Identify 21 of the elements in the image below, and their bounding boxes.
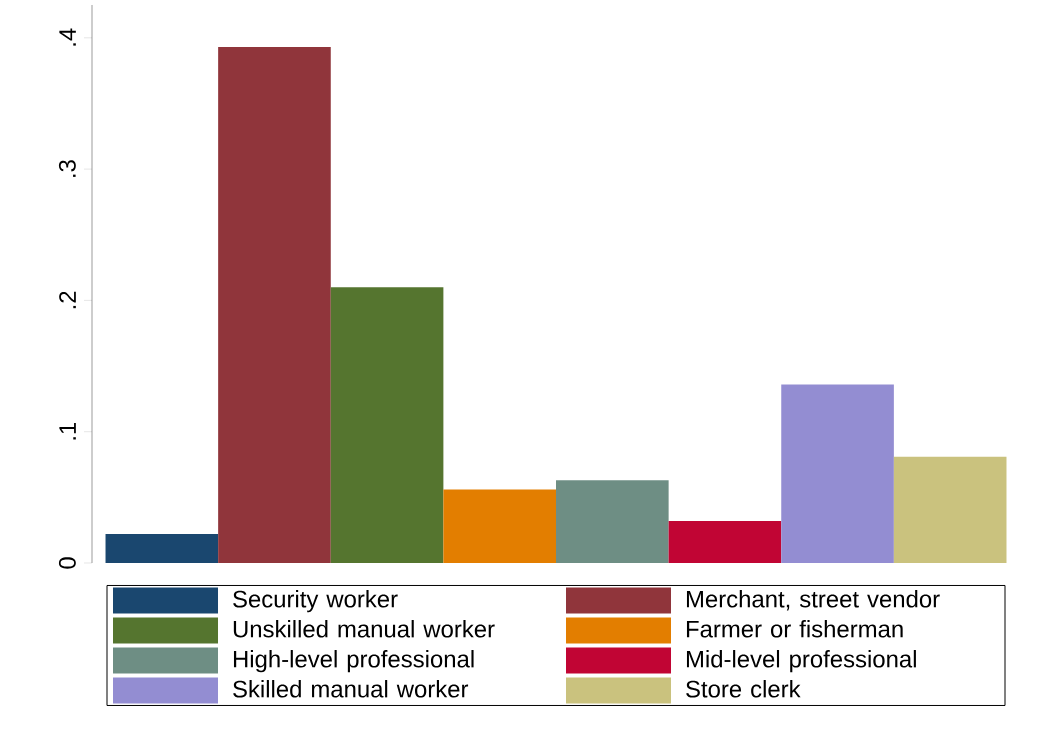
legend-label: Store clerk [686,680,801,698]
legend-label: Unskilled manual worker [233,620,495,638]
bar [330,287,444,563]
legend-label: Farmer or fisherman [686,620,903,638]
bar [893,456,1007,563]
y-tick-label: .2 [59,291,76,309]
bar [556,480,669,563]
y-tick-label: .4 [59,28,76,46]
bar [668,520,782,563]
legend-label: High-level professional [233,650,474,673]
bar [218,47,331,563]
legend-label: Mid-level professional [686,650,916,673]
legend-label: Merchant, street vendor [686,590,940,611]
legend-label: Skilled manual worker [233,680,469,698]
bar [105,534,219,563]
y-tick-label: .1 [59,422,76,440]
legend-label: Security worker [233,590,398,613]
bar [443,489,557,563]
y-tick-label: .3 [58,160,76,177]
bar [781,384,894,563]
y-tick-label: 0 [58,557,76,569]
